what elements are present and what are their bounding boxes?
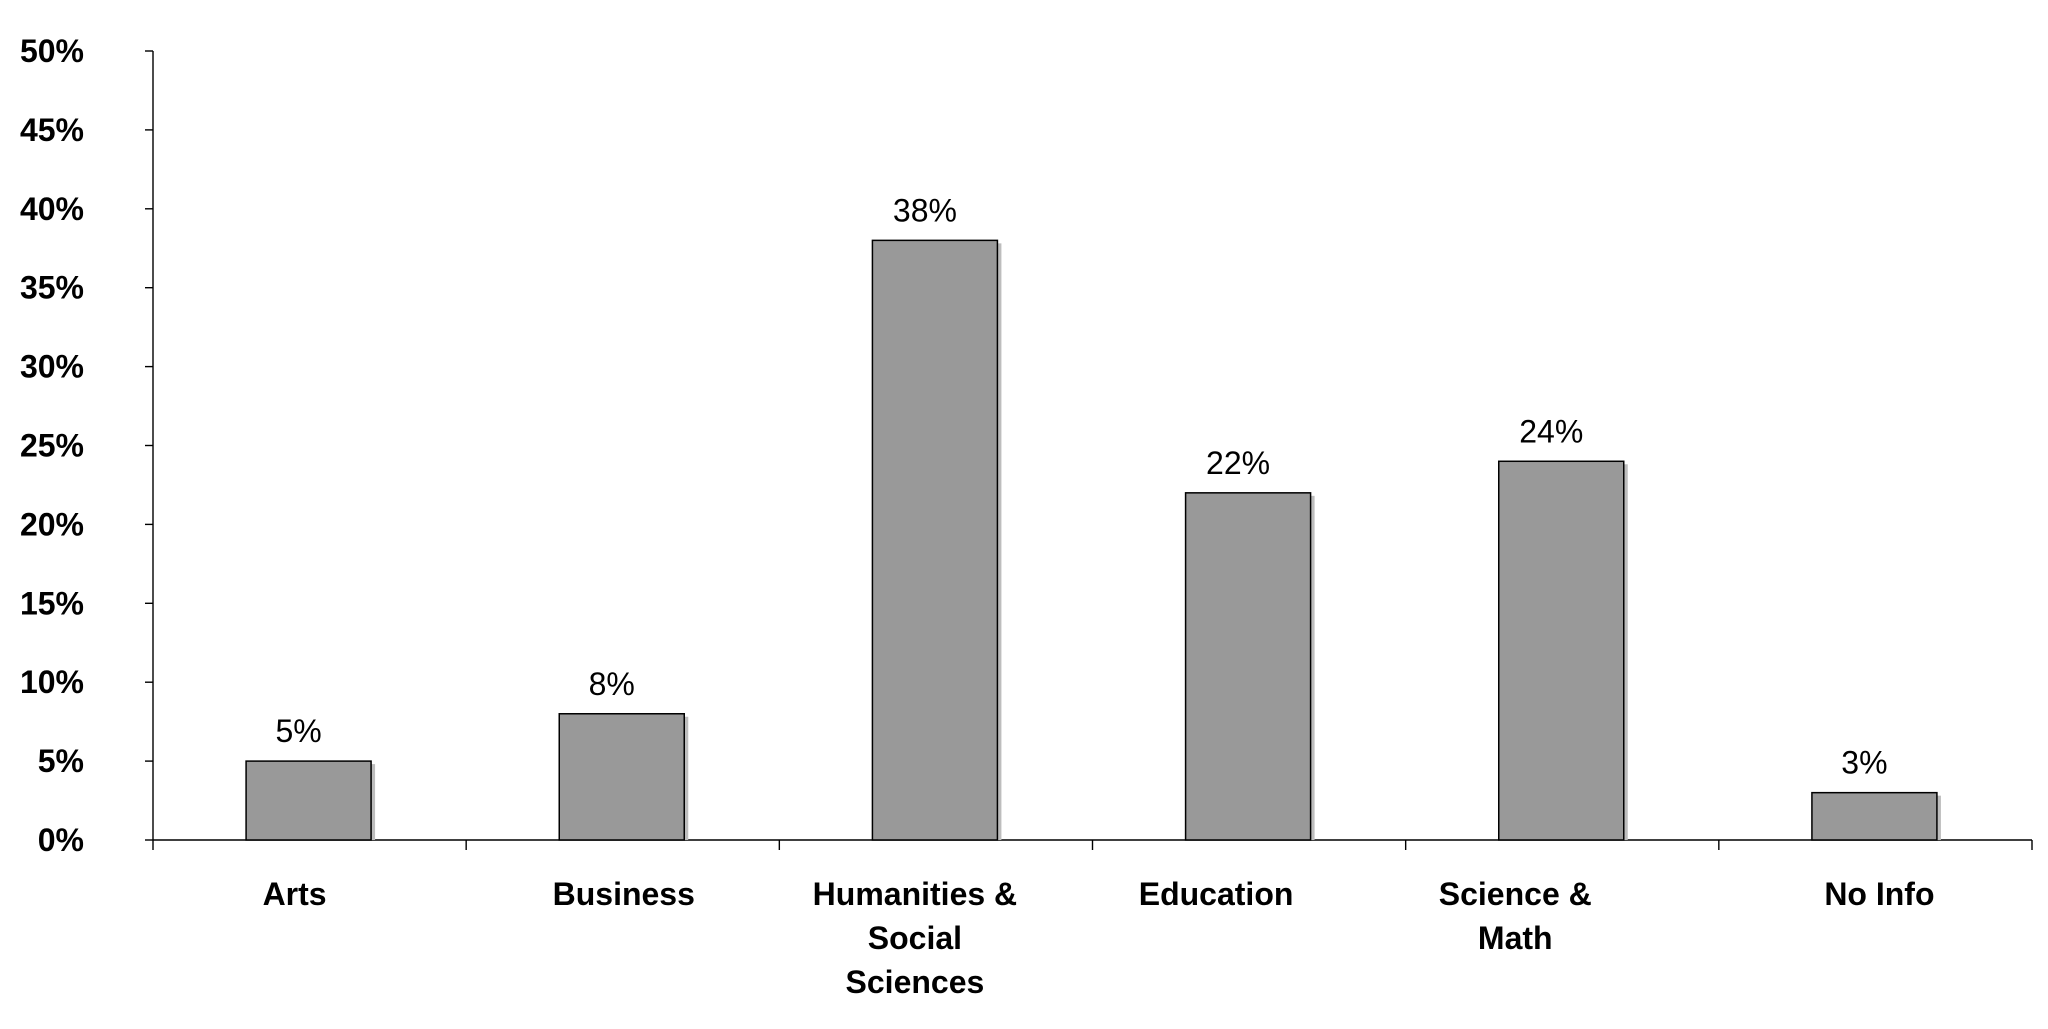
bar [558,713,685,841]
y-tick-label: 25% [20,428,84,464]
data-label: 24% [1519,413,1583,449]
x-tick-label: Sciences [846,964,985,1000]
y-tick-label: 30% [20,349,84,385]
bar [1811,791,1938,841]
x-tick-label: Social [868,920,962,956]
y-tick-label: 10% [20,664,84,700]
y-tick-label: 5% [38,743,84,779]
y-tick-label: 35% [20,270,84,306]
y-tick-label: 40% [20,191,84,227]
bar [245,760,372,841]
bar [1498,460,1625,841]
x-tick-label: No Info [1824,876,1934,912]
x-tick-label: Science & [1439,876,1592,912]
data-label: 5% [275,713,321,749]
data-label: 8% [589,666,635,702]
x-tick-label: Arts [263,876,327,912]
data-label: 3% [1841,745,1887,781]
y-tick-label: 20% [20,506,84,542]
x-tick-label: Education [1139,876,1294,912]
bar [871,239,999,841]
x-tick-label: Business [553,876,695,912]
y-tick-label: 15% [20,585,84,621]
bar [1184,492,1312,841]
x-tick-label: Humanities & [813,876,1017,912]
y-tick-label: 45% [20,112,84,148]
x-tick-label: Math [1478,920,1553,956]
data-label: 22% [1206,445,1270,481]
y-tick-label: 50% [20,33,84,69]
y-tick-label: 0% [38,822,84,858]
data-label: 38% [893,192,957,228]
